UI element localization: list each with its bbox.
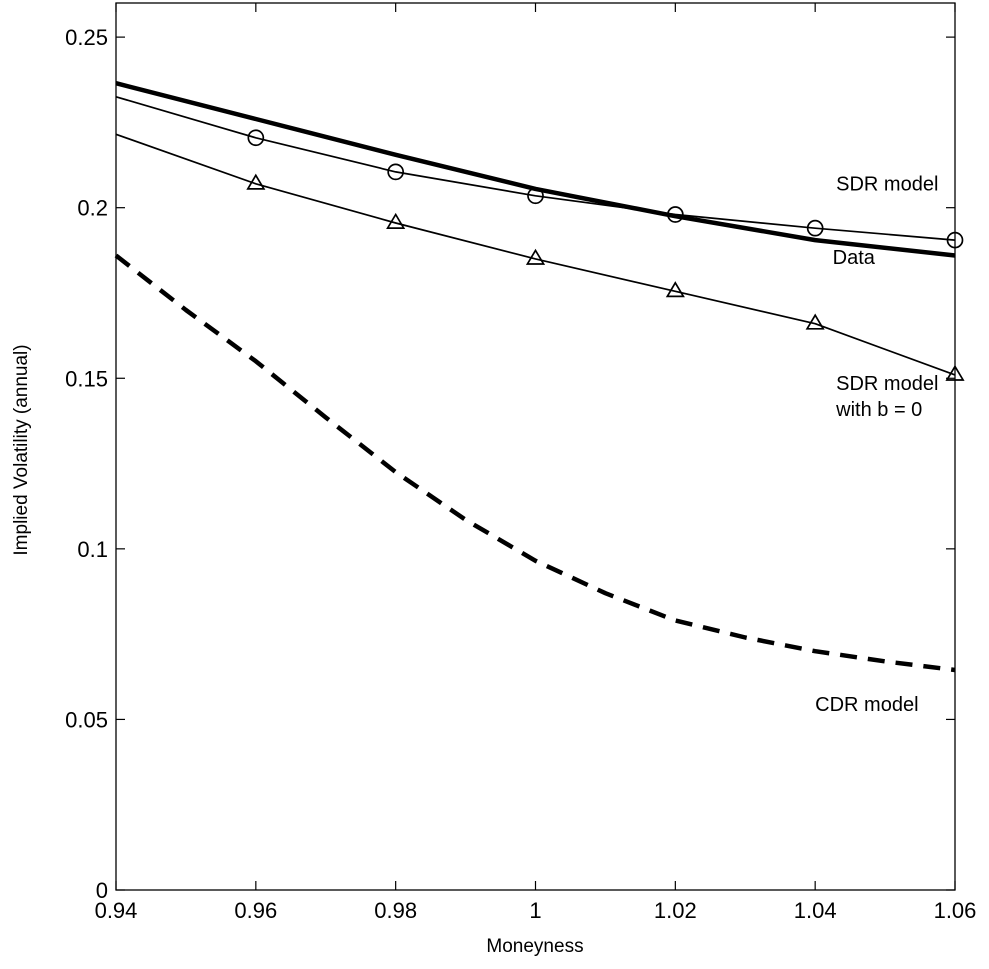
circle-marker bbox=[946, 231, 964, 249]
series-group bbox=[114, 81, 956, 673]
x-tick-label: 1 bbox=[529, 898, 541, 923]
annotation-label: CDR model bbox=[815, 694, 918, 716]
x-axis-label: Moneyness bbox=[486, 936, 583, 957]
x-tick-label: 1.02 bbox=[654, 898, 697, 923]
y-tick-label: 0.05 bbox=[65, 707, 108, 732]
x-tick-label: 1.04 bbox=[794, 898, 837, 923]
y-tick-label: 0 bbox=[96, 878, 108, 903]
circle-marker bbox=[666, 206, 684, 223]
y-tick-label: 0.15 bbox=[65, 366, 108, 391]
triangle-marker bbox=[805, 313, 825, 330]
x-tick-label: 0.98 bbox=[374, 898, 417, 923]
plot-border bbox=[115, 2, 956, 891]
series-line-sdr-model-with-b-0 bbox=[115, 133, 956, 376]
annotation-label: SDR model bbox=[836, 174, 938, 196]
x-tick-label: 0.96 bbox=[234, 898, 277, 923]
triangle-marker bbox=[945, 364, 965, 381]
x-tick-label: 0.94 bbox=[95, 898, 138, 923]
y-tick-label: 0.1 bbox=[77, 537, 108, 562]
annotation-label: Data bbox=[833, 247, 876, 269]
annotations-group: SDR model Data SDR model with b = 0 CDR mode… bbox=[815, 174, 938, 716]
circle-marker bbox=[806, 219, 824, 237]
series-line-sdr-model bbox=[115, 95, 956, 241]
axis-ticks: 0.94 0.96 0.98 1 1.02 1.04 1.06 0 0.05 0.1 0.15 0.2… bbox=[65, 3, 976, 923]
circle-marker bbox=[527, 187, 544, 205]
annotation-label: with b = 0 bbox=[835, 399, 922, 421]
circle-marker bbox=[247, 129, 265, 147]
triangle-marker bbox=[386, 212, 406, 229]
y-tick-label: 0.25 bbox=[65, 25, 108, 50]
y-tick-label: 0.2 bbox=[77, 196, 108, 221]
annotation-label: SDR model bbox=[836, 373, 938, 395]
y-axis-label: Implied Volatility (annual) bbox=[11, 344, 32, 555]
triangle-marker bbox=[246, 173, 266, 190]
triangle-marker bbox=[665, 281, 685, 298]
series-line-cdr-model bbox=[114, 253, 956, 673]
plot-frame bbox=[115, 2, 956, 891]
circle-marker bbox=[387, 163, 405, 181]
markers-group bbox=[246, 129, 965, 381]
triangle-marker bbox=[525, 248, 546, 265]
x-tick-label: 1.06 bbox=[934, 898, 977, 923]
